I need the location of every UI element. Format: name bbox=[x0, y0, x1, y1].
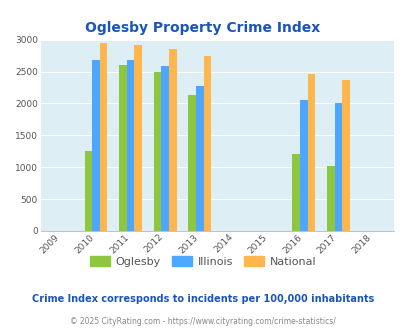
Bar bbox=[126, 60, 134, 231]
Bar bbox=[153, 72, 161, 231]
Text: Oglesby Property Crime Index: Oglesby Property Crime Index bbox=[85, 21, 320, 35]
Bar bbox=[307, 74, 314, 231]
Bar bbox=[196, 86, 203, 231]
Legend: Oglesby, Illinois, National: Oglesby, Illinois, National bbox=[90, 256, 315, 267]
Bar bbox=[299, 100, 307, 231]
Bar bbox=[292, 154, 299, 231]
Bar bbox=[334, 103, 341, 231]
Text: Crime Index corresponds to incidents per 100,000 inhabitants: Crime Index corresponds to incidents per… bbox=[32, 294, 373, 304]
Bar bbox=[119, 65, 126, 231]
Bar bbox=[161, 66, 168, 231]
Text: © 2025 CityRating.com - https://www.cityrating.com/crime-statistics/: © 2025 CityRating.com - https://www.city… bbox=[70, 317, 335, 326]
Bar bbox=[92, 60, 100, 231]
Bar bbox=[168, 49, 176, 231]
Bar bbox=[188, 95, 196, 231]
Bar bbox=[341, 81, 349, 231]
Bar bbox=[326, 166, 334, 231]
Bar bbox=[134, 45, 142, 231]
Bar bbox=[84, 150, 92, 231]
Bar bbox=[203, 56, 211, 231]
Bar bbox=[100, 44, 107, 231]
